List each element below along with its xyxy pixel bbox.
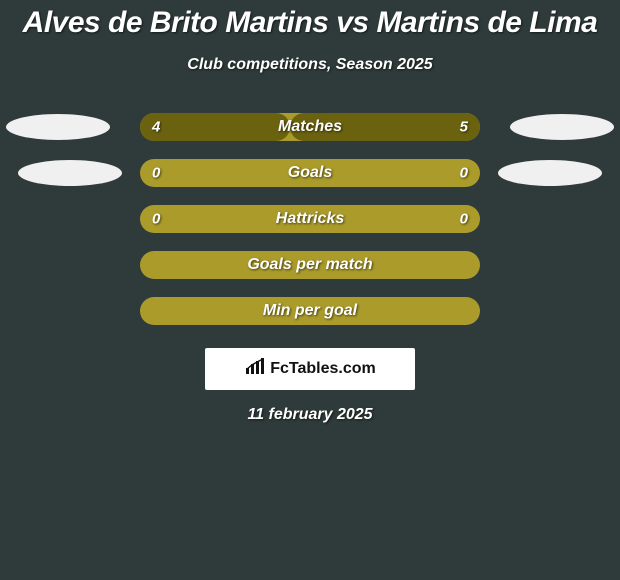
stat-left-value: 4	[152, 119, 160, 136]
player-left-ellipse	[6, 114, 110, 140]
date-label: 11 february 2025	[0, 406, 620, 424]
player-right-ellipse	[498, 160, 602, 186]
stat-label: Goals	[288, 164, 332, 182]
stat-right-value: 0	[460, 165, 468, 182]
stat-label: Goals per match	[247, 256, 372, 274]
stat-right-value: 5	[460, 119, 468, 136]
stat-right-value: 0	[460, 211, 468, 228]
stat-label: Matches	[278, 118, 342, 136]
stat-bar: 0 0 Goals	[140, 159, 480, 187]
brand-text: FcTables.com	[270, 360, 376, 378]
stat-bar: 0 0 Hattricks	[140, 205, 480, 233]
stat-bar: Goals per match	[140, 251, 480, 279]
stat-label: Hattricks	[276, 210, 344, 228]
bar-chart-icon	[244, 358, 266, 381]
stat-row: 0 0 Hattricks	[0, 196, 620, 242]
player-left-ellipse	[18, 160, 122, 186]
brand-box: FcTables.com	[205, 348, 415, 390]
stat-row: Goals per match	[0, 242, 620, 288]
comparison-infographic: Alves de Brito Martins vs Martins de Lim…	[0, 0, 620, 580]
stat-rows: 4 5 Matches 0 0 Goals 0 0 Hattricks Goals per mat…	[0, 104, 620, 334]
stat-left-value: 0	[152, 165, 160, 182]
stat-bar: Min per goal	[140, 297, 480, 325]
page-title: Alves de Brito Martins vs Martins de Lim…	[0, 0, 620, 40]
stat-bar: 4 5 Matches	[140, 113, 480, 141]
stat-left-value: 0	[152, 211, 160, 228]
stat-row: 4 5 Matches	[0, 104, 620, 150]
stat-row: Min per goal	[0, 288, 620, 334]
stat-row: 0 0 Goals	[0, 150, 620, 196]
stat-bar-left-fill	[140, 113, 290, 141]
player-right-ellipse	[510, 114, 614, 140]
page-subtitle: Club competitions, Season 2025	[0, 56, 620, 74]
stat-label: Min per goal	[263, 302, 357, 320]
